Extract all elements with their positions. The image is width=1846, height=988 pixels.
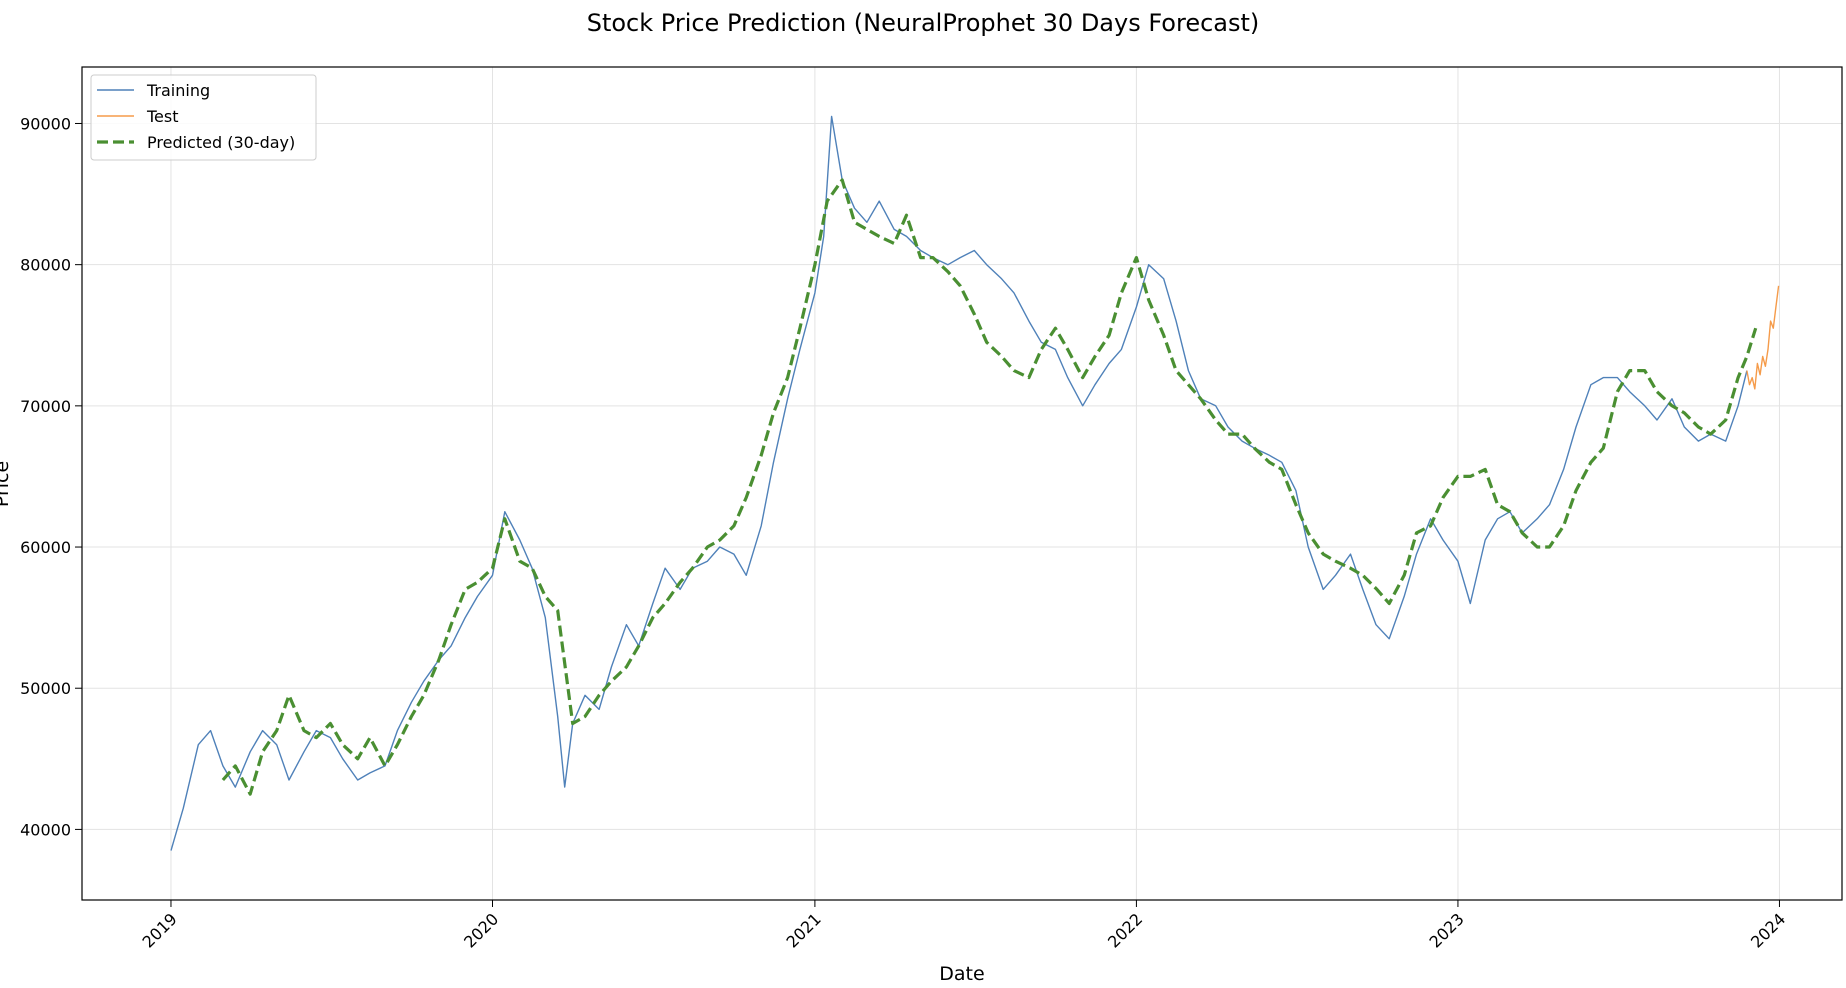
series-lines: [170, 115, 1780, 851]
x-tick-label: 2019: [139, 909, 181, 951]
grid: [82, 67, 1842, 900]
plot-area: [81, 66, 1843, 901]
x-tick-label: 2023: [1426, 909, 1468, 951]
x-axis-label: Date: [939, 963, 984, 985]
x-tick-label: 2020: [460, 909, 502, 951]
legend-box: [90, 74, 317, 161]
y-tick-label: 50000: [20, 679, 71, 698]
y-axis-label: Price: [0, 461, 13, 507]
chart-title: Stock Price Prediction (NeuralProphet 30…: [587, 9, 1260, 37]
x-tick-label: 2024: [1747, 909, 1789, 951]
x-tick-label: 2021: [782, 909, 824, 951]
series-line-predicted-30-day: [221, 178, 1758, 796]
y-tick-label: 90000: [20, 114, 71, 133]
y-tick-label: 60000: [20, 538, 71, 557]
legend-label: Predicted (30-day): [147, 133, 295, 152]
x-tick-label: 2022: [1104, 909, 1146, 951]
plot-background: [82, 67, 1842, 900]
series-line-test: [1746, 285, 1780, 390]
legend: Training Test Predicted (30-day): [90, 74, 317, 161]
legend-label: Test: [146, 107, 179, 126]
legend-label: Training: [146, 81, 210, 100]
x-axis-ticks: 2019 2020 2021 2022 2023 2024: [139, 900, 1789, 952]
axes-frame: [81, 66, 1843, 901]
y-axis-ticks: 40000 50000 60000 70000 80000 90000: [20, 114, 82, 839]
y-tick-label: 80000: [20, 256, 71, 275]
y-tick-label: 70000: [20, 397, 71, 416]
y-tick-label: 40000: [20, 820, 71, 839]
